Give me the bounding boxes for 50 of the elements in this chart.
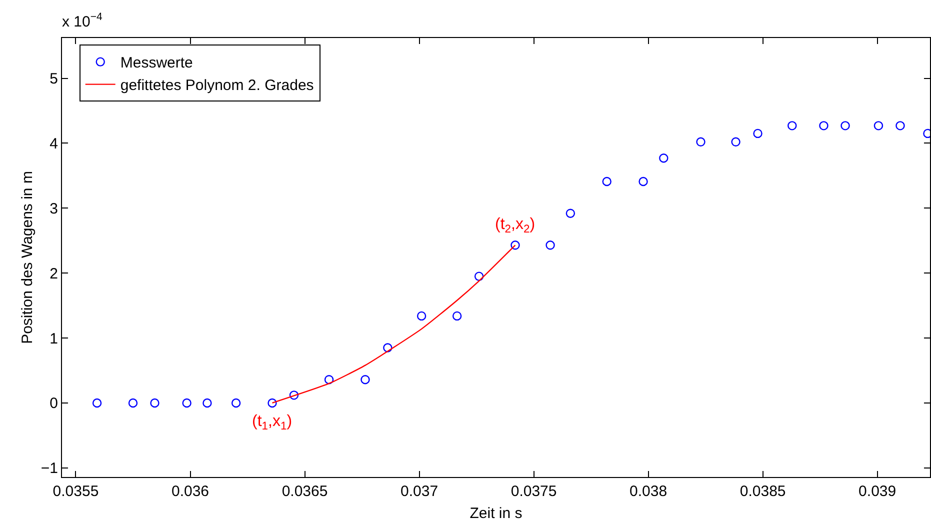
point xyxy=(753,128,762,138)
y-tick-label: 2 xyxy=(50,265,58,282)
point xyxy=(231,398,241,408)
x-axis-title: Zeit in s xyxy=(470,505,522,522)
point xyxy=(474,272,484,281)
y-tick-label: 3 xyxy=(50,200,58,218)
point xyxy=(566,208,576,218)
text: x 10$^{−4}$ xyxy=(62,11,102,30)
x-tick-label: 0.038 xyxy=(630,483,668,500)
point xyxy=(150,398,160,408)
y-tick-label: 1 xyxy=(50,330,58,348)
point xyxy=(874,121,884,130)
point xyxy=(324,374,334,384)
point xyxy=(92,398,102,408)
point xyxy=(788,121,797,130)
point xyxy=(383,343,392,352)
y-tick-label: 4 xyxy=(50,135,58,152)
point xyxy=(546,240,555,250)
point xyxy=(452,311,462,321)
point xyxy=(182,398,192,408)
point xyxy=(819,121,828,130)
x-tick-label: 0.0355 xyxy=(52,483,99,500)
x-tick-label: 0.0385 xyxy=(740,483,786,500)
point xyxy=(602,176,612,186)
y-axis-title: Position des Wagens in m xyxy=(19,171,36,344)
x-tick-label: 0.037 xyxy=(400,483,438,500)
point xyxy=(510,240,520,250)
x-tick-label: 0.0375 xyxy=(510,483,557,500)
y-tick-label: 5 xyxy=(50,70,58,88)
point xyxy=(731,137,740,147)
point xyxy=(289,390,299,400)
point xyxy=(896,121,905,130)
point xyxy=(416,311,426,321)
point xyxy=(840,121,850,130)
point xyxy=(638,176,648,186)
legend-label: gefittetes Polynom 2. Grades xyxy=(120,77,314,94)
y-tick-label: −1 xyxy=(40,460,58,478)
annotation: (t$_{1}$,x$_{1}$) xyxy=(252,413,292,432)
point xyxy=(268,398,277,408)
x-tick-label: 0.036 xyxy=(171,483,210,500)
point xyxy=(202,398,212,408)
x-tick-label: 0.039 xyxy=(858,483,896,500)
y-tick-label: 0 xyxy=(50,395,58,412)
point xyxy=(360,374,370,384)
point xyxy=(696,137,706,147)
annotation: (t$_{2}$,x$_{2}$) xyxy=(495,216,536,236)
point xyxy=(659,154,668,163)
legend-label: Messwerte xyxy=(120,54,193,72)
x-tick-label: 0.0365 xyxy=(282,483,328,500)
point xyxy=(128,398,138,408)
